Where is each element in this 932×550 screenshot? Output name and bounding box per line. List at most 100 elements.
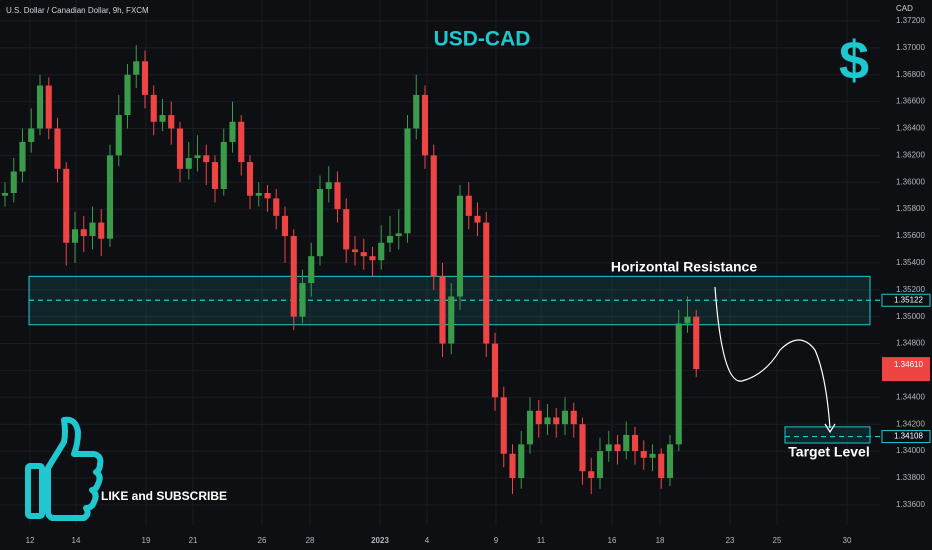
candle-body bbox=[369, 256, 376, 261]
candle-body bbox=[299, 283, 306, 317]
candle-body bbox=[168, 115, 175, 129]
candle-body bbox=[203, 155, 210, 163]
axis-unit: CAD bbox=[896, 4, 913, 13]
candle-body bbox=[194, 155, 201, 159]
target-label: Target Level bbox=[788, 444, 869, 460]
candle-body bbox=[220, 141, 227, 189]
candle-body bbox=[588, 471, 595, 478]
x-tick-label: 23 bbox=[726, 536, 735, 545]
y-tick-label: 1.36800 bbox=[896, 70, 925, 79]
candle-body bbox=[238, 121, 245, 163]
candle-body bbox=[553, 417, 560, 425]
candle-body bbox=[386, 236, 394, 243]
x-tick-label: 28 bbox=[306, 536, 315, 545]
candles bbox=[1, 45, 700, 495]
y-tick-label: 1.33800 bbox=[896, 473, 925, 482]
candle-body bbox=[255, 193, 262, 196]
x-tick-label: 14 bbox=[72, 536, 81, 545]
y-tick-label: 1.37200 bbox=[896, 16, 925, 25]
x-tick-label: 12 bbox=[26, 536, 35, 545]
candle-body bbox=[544, 417, 551, 425]
candle-body bbox=[579, 424, 586, 472]
candle-body bbox=[570, 410, 577, 425]
y-tick-label: 1.35200 bbox=[896, 285, 925, 294]
candle-body bbox=[273, 198, 280, 216]
target-price-label: 1.34108 bbox=[894, 432, 923, 441]
candle-body bbox=[605, 444, 612, 452]
candle-body bbox=[526, 410, 534, 445]
candle-body bbox=[19, 141, 26, 172]
x-tick-label: 18 bbox=[656, 536, 665, 545]
axis: 1.37200 1.37000 1.36800 1.36600 1.36400 1.362… bbox=[26, 16, 931, 545]
last-price-box bbox=[882, 357, 930, 382]
x-tick-label: 9 bbox=[494, 536, 499, 545]
y-tick-label: 1.35400 bbox=[896, 258, 925, 267]
y-tick-label: 1.35800 bbox=[896, 204, 925, 213]
candle-body bbox=[334, 182, 341, 210]
last-price-label: 1.34610 bbox=[894, 360, 923, 369]
projection-arrow bbox=[714, 286, 831, 429]
candle-body bbox=[448, 296, 455, 344]
candle-body bbox=[623, 434, 630, 452]
thumbs-up-icon bbox=[25, 416, 104, 521]
thumb-hand bbox=[45, 416, 104, 521]
y-tick-label: 1.35600 bbox=[896, 231, 925, 240]
candle-body bbox=[325, 182, 332, 189]
candle-body bbox=[631, 434, 639, 452]
candle-body bbox=[211, 162, 219, 189]
candle-body bbox=[141, 61, 149, 95]
arrow-head bbox=[824, 423, 836, 434]
x-tick-label: 2023 bbox=[371, 536, 389, 545]
candle-body bbox=[596, 451, 604, 478]
y-tick-label: 1.36400 bbox=[896, 124, 925, 133]
candle-body bbox=[308, 256, 315, 284]
y-tick-label: 1.33600 bbox=[896, 500, 925, 509]
candle-body bbox=[281, 215, 289, 237]
candle-body bbox=[474, 215, 481, 223]
candle-body bbox=[640, 451, 647, 458]
candle-body bbox=[45, 85, 52, 129]
y-tick-label: 1.36600 bbox=[896, 97, 925, 106]
y-tick-label: 1.34000 bbox=[896, 446, 925, 455]
x-tick-label: 11 bbox=[537, 536, 546, 545]
candle-body bbox=[500, 397, 507, 454]
candle-body bbox=[159, 115, 166, 122]
candle-body bbox=[229, 121, 236, 142]
call-to-action: LIKE and SUBSCRIBE bbox=[101, 489, 227, 503]
x-tick-label: 16 bbox=[608, 536, 617, 545]
candle-body bbox=[491, 343, 499, 398]
candle-body bbox=[290, 236, 297, 317]
resistance-price-label: 1.35122 bbox=[894, 295, 923, 304]
chart-title: USD-CAD bbox=[434, 28, 531, 51]
candle-body bbox=[54, 128, 61, 169]
candle-body bbox=[535, 410, 542, 425]
candle-body bbox=[684, 316, 691, 324]
candle-body bbox=[343, 209, 350, 250]
resistance-label: Horizontal Resistance bbox=[611, 259, 757, 275]
candle-body bbox=[63, 168, 70, 243]
x-tick-label: 21 bbox=[189, 536, 198, 545]
candle-body bbox=[430, 155, 437, 277]
x-tick-label: 26 bbox=[258, 536, 267, 545]
y-tick-label: 1.36200 bbox=[896, 150, 925, 159]
y-tick-label: 1.34400 bbox=[896, 392, 925, 401]
candle-body bbox=[80, 229, 87, 237]
candle-body bbox=[176, 128, 184, 169]
thumb-cuff bbox=[25, 463, 45, 519]
candle-body bbox=[36, 85, 44, 129]
y-tick-label: 1.35000 bbox=[896, 312, 925, 321]
dollar-icon: $ bbox=[839, 30, 869, 90]
candle-body bbox=[439, 276, 446, 344]
candle-body bbox=[28, 128, 35, 142]
candle-body bbox=[124, 74, 131, 116]
candle-body bbox=[421, 94, 429, 156]
candle-body bbox=[89, 222, 96, 237]
candle-body bbox=[264, 193, 271, 199]
candle-body bbox=[658, 453, 665, 478]
target-zone bbox=[784, 426, 871, 444]
candle-body bbox=[246, 162, 254, 196]
candle-body bbox=[378, 242, 385, 261]
candle-body bbox=[115, 115, 122, 156]
